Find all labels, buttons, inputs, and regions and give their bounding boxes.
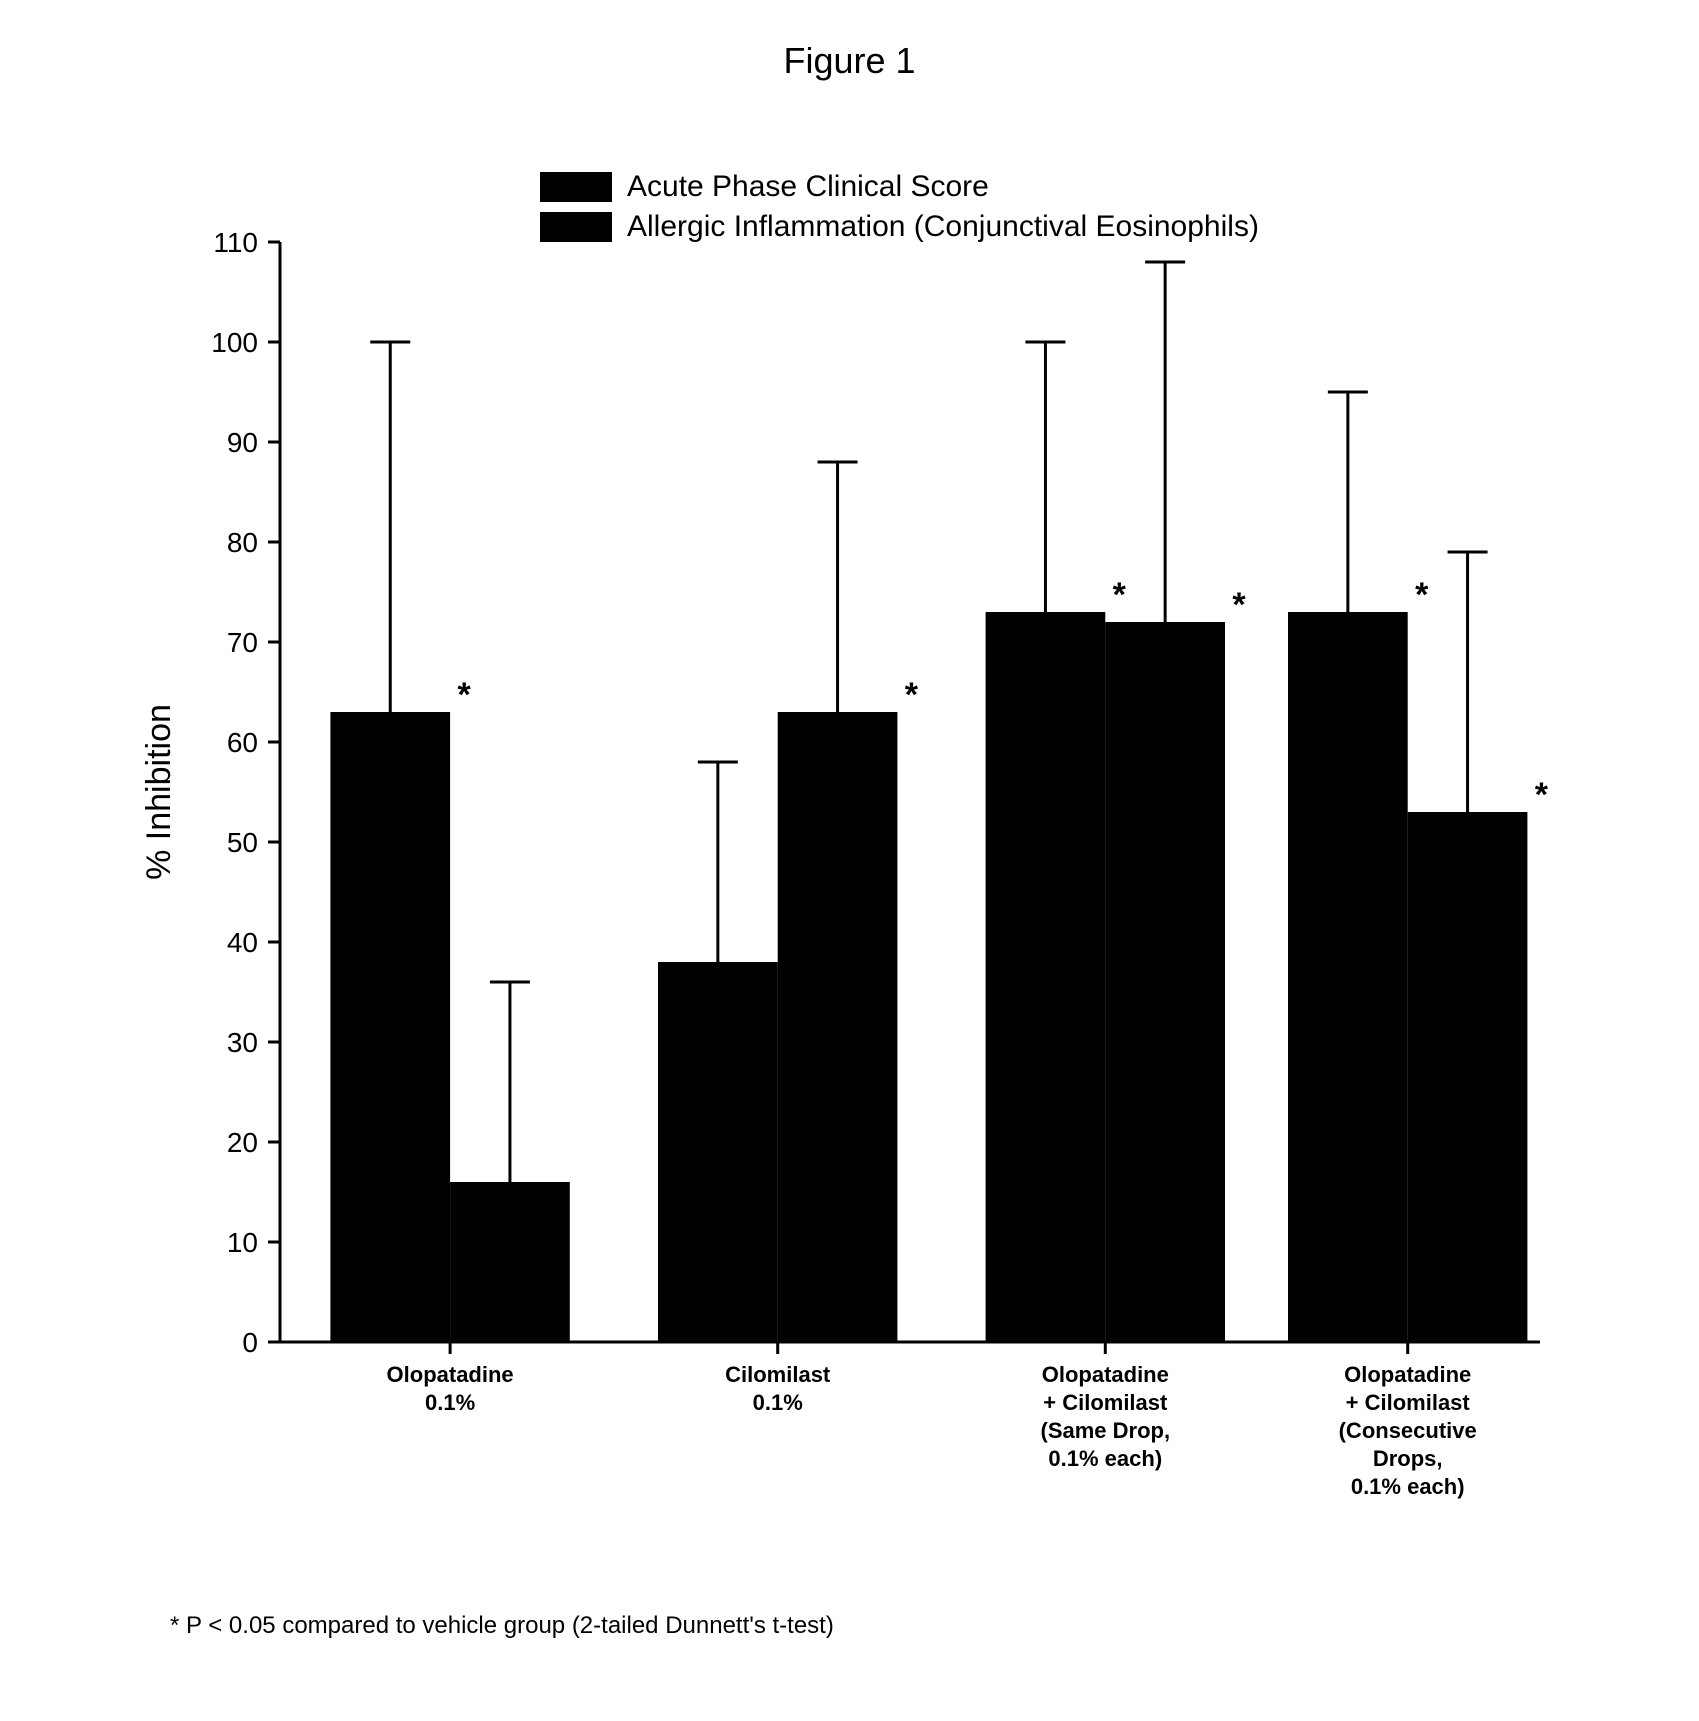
svg-text:*: * [1112, 576, 1126, 614]
figure-title: Figure 1 [40, 40, 1659, 82]
svg-text:50: 50 [226, 827, 257, 858]
svg-text:*: * [1415, 576, 1429, 614]
svg-text:30: 30 [226, 1027, 257, 1058]
svg-text:*: * [1534, 776, 1548, 814]
svg-text:10: 10 [226, 1227, 257, 1258]
svg-text:90: 90 [226, 427, 257, 458]
svg-text:Olopatadine: Olopatadine [1344, 1362, 1471, 1387]
svg-text:Allergic Inflammation (Conjunc: Allergic Inflammation (Conjunctival Eosi… [627, 210, 1259, 243]
svg-text:0.1% each): 0.1% each) [1350, 1474, 1464, 1499]
svg-text:0.1%: 0.1% [752, 1390, 802, 1415]
svg-text:0.1%: 0.1% [425, 1390, 475, 1415]
svg-text:(Same Drop,: (Same Drop, [1040, 1418, 1170, 1443]
svg-text:0: 0 [242, 1327, 258, 1358]
svg-text:*: * [904, 676, 918, 714]
svg-text:40: 40 [226, 927, 257, 958]
svg-text:% Inhibition: % Inhibition [140, 704, 178, 880]
svg-text:Cilomilast: Cilomilast [725, 1362, 831, 1387]
svg-text:110: 110 [213, 227, 258, 258]
svg-text:(Consecutive: (Consecutive [1338, 1418, 1476, 1443]
svg-text:+ Cilomilast: + Cilomilast [1043, 1390, 1168, 1415]
chart-container: 0 10 20 30 40 50 60 70 80 90 100 110 % Inhibition Acu… [100, 122, 1600, 1602]
svg-text:0.1% each): 0.1% each) [1048, 1446, 1162, 1471]
footnote: * P < 0.05 compared to vehicle group (2-… [170, 1612, 1659, 1640]
svg-text:Drops,: Drops, [1372, 1446, 1442, 1471]
svg-text:*: * [457, 676, 471, 714]
svg-text:*: * [1232, 586, 1246, 624]
svg-text:Acute Phase Clinical Score: Acute Phase Clinical Score [627, 170, 989, 203]
svg-text:60: 60 [226, 727, 257, 758]
svg-text:Olopatadine: Olopatadine [1041, 1362, 1168, 1387]
bar-chart: 0 10 20 30 40 50 60 70 80 90 100 110 % Inhibition Acu… [100, 122, 1600, 1602]
svg-text:+ Cilomilast: + Cilomilast [1345, 1390, 1470, 1415]
svg-text:80: 80 [226, 527, 257, 558]
svg-text:70: 70 [226, 627, 257, 658]
svg-text:Olopatadine: Olopatadine [386, 1362, 513, 1387]
svg-text:100: 100 [211, 327, 258, 358]
svg-text:20: 20 [226, 1127, 257, 1158]
